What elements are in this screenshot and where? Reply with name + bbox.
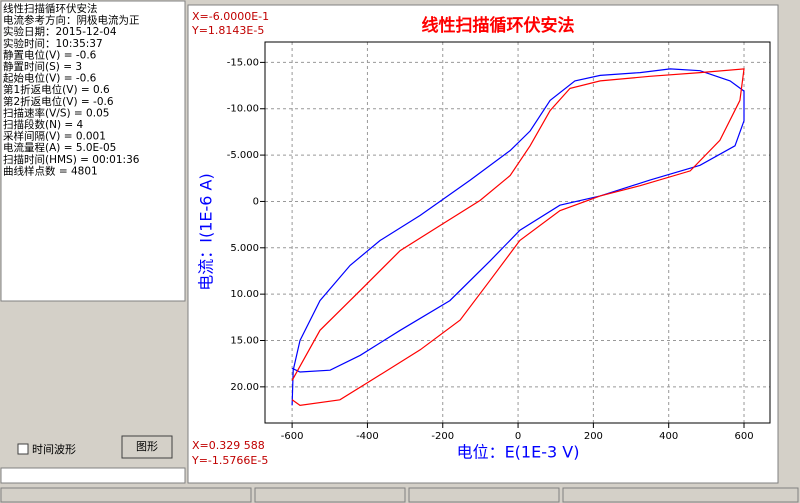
info-line: 电流参考方向：阴极电流为正 [3, 14, 140, 27]
y-tick-label: -15.00 [227, 57, 259, 68]
info-line: 第2折返电位(V) = -0.6 [3, 95, 114, 108]
cursor-x: X=0.329 588 [192, 439, 265, 452]
x-axis-label: 电位：E(1E-3 V) [457, 443, 580, 462]
info-line: 起始电位(V) = -0.6 [3, 72, 97, 85]
y-tick-label: 5.000 [230, 243, 259, 254]
input-box[interactable] [0, 467, 186, 484]
y-tick-label: -5.000 [227, 150, 259, 161]
status-cell [408, 487, 560, 503]
cv-curve [291, 68, 745, 406]
checkbox[interactable] [17, 443, 29, 455]
chart-title: 线性扫描循环伏安法 [422, 15, 575, 36]
info-line: 实验日期：2015-12-04 [3, 25, 117, 38]
x-tick-label: -200 [431, 431, 454, 442]
cursor-x: X=-6.0000E-1 [192, 10, 269, 23]
info-line: 扫描速率(V/S) = 0.05 [3, 106, 109, 119]
x-tick-label: 200 [584, 431, 603, 442]
x-tick-label: -600 [281, 431, 304, 442]
checkbox-label[interactable]: 时间波形 [32, 443, 76, 456]
info-line: 实验时间：10:35:37 [3, 37, 103, 50]
x-tick-label: -400 [356, 431, 379, 442]
cursor-y: Y=1.8143E-5 [191, 24, 264, 37]
status-cell [562, 487, 799, 503]
info-line: 采样间隔(V) = 0.001 [3, 130, 106, 143]
y-tick-label: 15.00 [230, 335, 259, 346]
info-line: 电流量程(A) = 5.0E-05 [3, 141, 116, 154]
info-line: 曲线样点数 = 4801 [3, 164, 98, 177]
info-line: 静置时间(S) = 3 [3, 60, 82, 73]
info-line: 扫描段数(N) = 4 [3, 118, 84, 131]
x-tick-label: 400 [659, 431, 678, 442]
button-label[interactable]: 图形 [136, 440, 158, 453]
graph-button[interactable] [121, 435, 173, 459]
plot-border [264, 41, 771, 424]
x-tick-label: 0 [515, 431, 521, 442]
status-cell [0, 487, 252, 503]
info-line: 第1折返电位(V) = 0.6 [3, 83, 110, 96]
info-box [0, 0, 186, 302]
cursor-y: Y=-1.5766E-5 [191, 454, 268, 467]
info-line: 线性扫描循环伏安法 [3, 2, 98, 15]
status-cell [254, 487, 406, 503]
info-line: 静置电位(V) = -0.6 [3, 48, 97, 61]
y-tick-label: 0 [253, 196, 259, 207]
x-tick-label: 600 [734, 431, 753, 442]
info-line: 扫描时间(HMS) = 00:01:36 [3, 153, 140, 166]
y-tick-label: 10.00 [230, 289, 259, 300]
info-lines: 线性扫描循环伏安法电流参考方向：阴极电流为正实验日期：2015-12-04实验时… [3, 2, 140, 177]
plot-panel [187, 4, 779, 484]
y-tick-label: -10.00 [227, 104, 259, 115]
y-tick-label: 20.00 [230, 382, 259, 393]
y-axis-label: 电流：I(1E-6 A) [197, 173, 216, 290]
cv-curve [291, 68, 745, 407]
